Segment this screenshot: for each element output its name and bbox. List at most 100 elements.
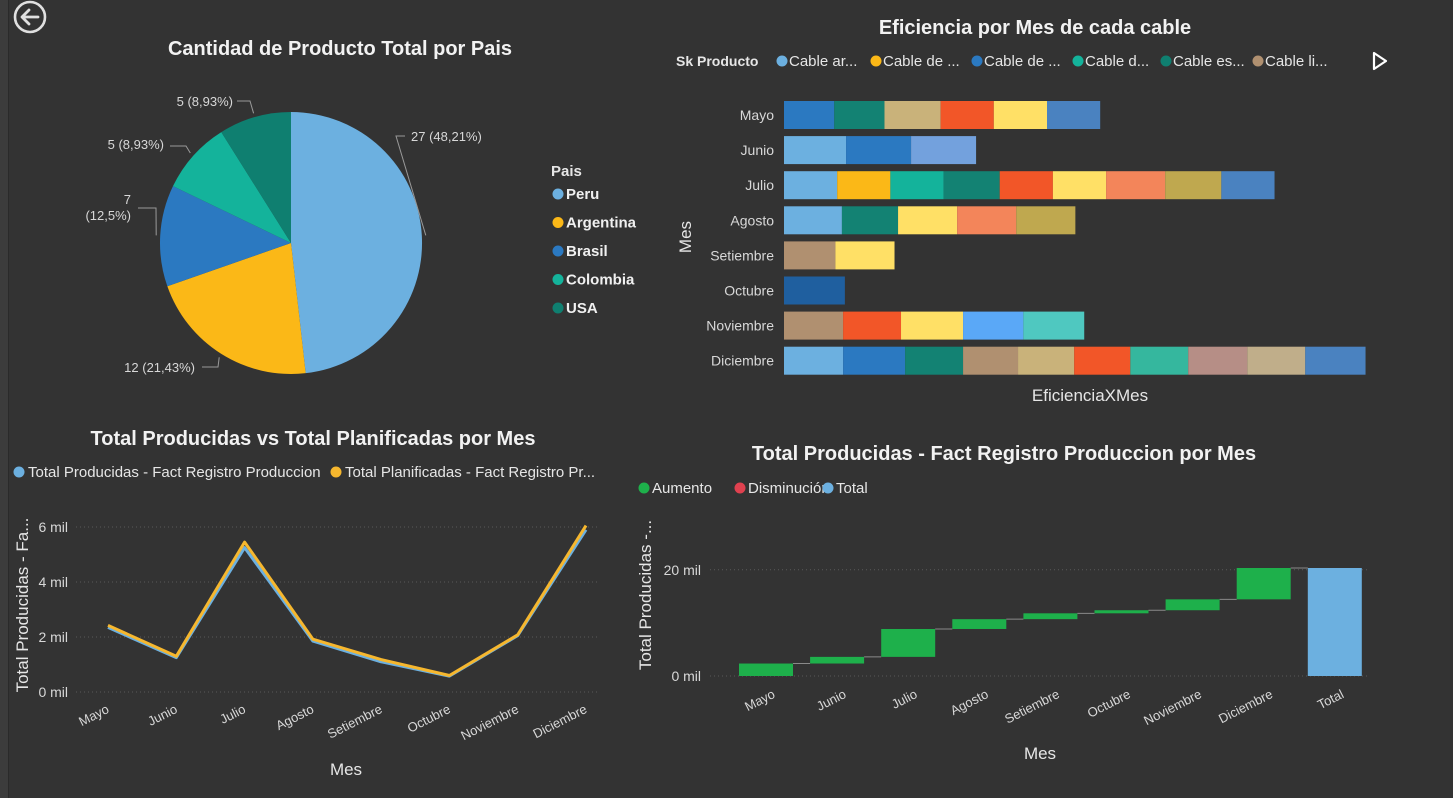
bar-seg-mayo-2 xyxy=(884,101,941,129)
bar-seg-mayo-1 xyxy=(834,101,885,129)
bar-legend-title: Sk Producto xyxy=(676,53,758,69)
chevron-right-icon xyxy=(1372,51,1388,71)
waterfall-xlabel: Mes xyxy=(1024,744,1056,763)
bar-cat-octubre: Octubre xyxy=(724,283,774,299)
line-chart: Total Producidas vs Total Planificadas p… xyxy=(13,428,600,779)
wf-legend-label-disminucion: Disminución xyxy=(748,480,830,497)
bar-seg-noviembre-2 xyxy=(901,311,964,340)
bar-seg-junio-0 xyxy=(784,136,847,165)
pie-leader-colombia xyxy=(170,145,191,154)
line-series-1 xyxy=(107,524,588,677)
bar-ylabel: Mes xyxy=(676,221,695,253)
wf-legend-label-aumento: Aumento xyxy=(652,480,712,497)
legend-label-argentina: Argentina xyxy=(566,215,637,232)
waterfall-chart: Total Producidas - Fact Registro Producc… xyxy=(636,443,1370,763)
bar-legend-label-3: Cable d... xyxy=(1085,53,1149,70)
bar-seg-julio-6 xyxy=(1106,171,1166,200)
pie-leader-brasil xyxy=(138,207,157,236)
bar-legend-dot-2 xyxy=(971,55,983,67)
line-ytick-2000: 2 mil xyxy=(38,629,68,645)
wf-ytick-20000: 20 mil xyxy=(664,562,701,578)
wf-xtick-noviembre: Noviembre xyxy=(1141,686,1204,728)
wf-bar-total xyxy=(1307,568,1362,676)
bar-legend-label-5: Cable li... xyxy=(1265,53,1328,70)
bar-seg-noviembre-4 xyxy=(1023,311,1085,340)
line-xtick-julio: Julio xyxy=(217,701,248,727)
waterfall-bars xyxy=(739,567,1362,676)
waterfall-yticks: 0 mil 20 mil xyxy=(664,562,701,684)
back-arrow-icon xyxy=(13,0,47,34)
bar-seg-agosto-2 xyxy=(898,206,958,235)
waterfall-title: Total Producidas - Fact Registro Producc… xyxy=(752,443,1256,465)
pie-slices xyxy=(159,111,423,375)
bar-seg-noviembre-3 xyxy=(963,311,1024,340)
bar-legend: Cable ar... Cable de ... Cable de ... Cable… xyxy=(776,53,1328,70)
pie-slice-argentina xyxy=(167,243,306,375)
bar-seg-diciembre-3 xyxy=(963,346,1019,375)
bar-seg-diciembre-1 xyxy=(843,346,906,375)
line-xtick-mayo: Mayo xyxy=(76,701,111,729)
bar-seg-mayo-3 xyxy=(940,101,994,129)
line-title: Total Producidas vs Total Planificadas p… xyxy=(91,428,536,450)
pie-slice-peru xyxy=(291,111,423,374)
line-series-0 xyxy=(107,528,588,678)
legend-label-brasil: Brasil xyxy=(566,243,608,260)
wf-bar-julio xyxy=(881,628,936,657)
legend-label-colombia: Colombia xyxy=(566,272,635,289)
waterfall-xticks: Mayo Junio Julio Agosto Setiembre Octubre Novi… xyxy=(742,686,1346,728)
pie-leader-usa xyxy=(237,100,255,114)
pie-legend: Peru Argentina Brasil Colombia USA xyxy=(552,186,637,317)
back-button[interactable] xyxy=(12,0,48,34)
bar-xlabel: EficienciaXMes xyxy=(1032,386,1148,405)
bar-cat-mayo: Mayo xyxy=(740,107,774,123)
bar-seg-noviembre-0 xyxy=(784,311,844,340)
bar-legend-label-0: Cable ar... xyxy=(789,53,857,70)
bar-seg-diciembre-8 xyxy=(1247,346,1306,375)
wf-legend-dot-aumento xyxy=(638,482,650,494)
bar-legend-dot-5 xyxy=(1252,55,1264,67)
left-edge-bar xyxy=(0,0,9,798)
wf-xtick-mayo: Mayo xyxy=(742,686,777,714)
bar-seg-agosto-3 xyxy=(957,206,1017,235)
pie-label-peru: 27 (48,21%) xyxy=(411,129,482,144)
line-series xyxy=(107,524,588,678)
bar-title: Eficiencia por Mes de cada cable xyxy=(879,17,1191,39)
wf-legend-dot-disminucion xyxy=(734,482,746,494)
legend-label-usa: USA xyxy=(566,300,598,317)
bar-seg-diciembre-4 xyxy=(1018,346,1075,375)
line-yticks: 0 mil 2 mil 4 mil 6 mil xyxy=(38,519,68,700)
pie-slice-brasil xyxy=(159,186,291,287)
bar-seg-diciembre-7 xyxy=(1188,346,1248,375)
pie-slice-colombia xyxy=(172,132,291,243)
line-xtick-noviembre: Noviembre xyxy=(458,701,521,743)
bar-seg-diciembre-5 xyxy=(1074,346,1131,375)
bar-cat-diciembre: Diciembre xyxy=(711,353,774,369)
wf-bar-mayo xyxy=(739,663,793,676)
bar-seg-setiembre-1 xyxy=(835,241,895,270)
bar-seg-julio-5 xyxy=(1052,171,1107,200)
line-xtick-agosto: Agosto xyxy=(273,701,316,733)
bar-seg-julio-2 xyxy=(890,171,944,200)
line-grid xyxy=(76,526,600,693)
bar-seg-diciembre-2 xyxy=(905,346,964,375)
wf-legend-dot-total xyxy=(822,482,834,494)
legend-next-button[interactable] xyxy=(1372,51,1388,71)
waterfall-ylabel: Total Producidas -... xyxy=(636,520,655,670)
bar-seg-julio-0 xyxy=(784,171,838,200)
wf-xtick-setiembre: Setiembre xyxy=(1002,686,1062,726)
line-legend: Total Producidas - Fact Registro Producc… xyxy=(13,464,595,481)
bar-seg-mayo-5 xyxy=(1047,101,1101,129)
waterfall-legend: Aumento Disminución Total xyxy=(638,480,868,497)
wf-ytick-0: 0 mil xyxy=(671,668,701,684)
bar-cat-setiembre: Setiembre xyxy=(710,247,774,263)
line-legend-label-1: Total Planificadas - Fact Registro Pr... xyxy=(345,464,595,481)
wf-xtick-agosto: Agosto xyxy=(948,686,991,718)
wf-xtick-octubre: Octubre xyxy=(1085,686,1133,720)
legend-dot-brasil xyxy=(552,245,564,257)
line-xtick-octubre: Octubre xyxy=(405,701,453,735)
legend-dot-usa xyxy=(552,302,564,314)
line-xtick-setiembre: Setiembre xyxy=(325,701,385,741)
bar-legend-label-4: Cable es... xyxy=(1173,53,1245,70)
pie-label-brasil: 7 xyxy=(124,192,131,207)
bar-legend-dot-1 xyxy=(870,55,882,67)
